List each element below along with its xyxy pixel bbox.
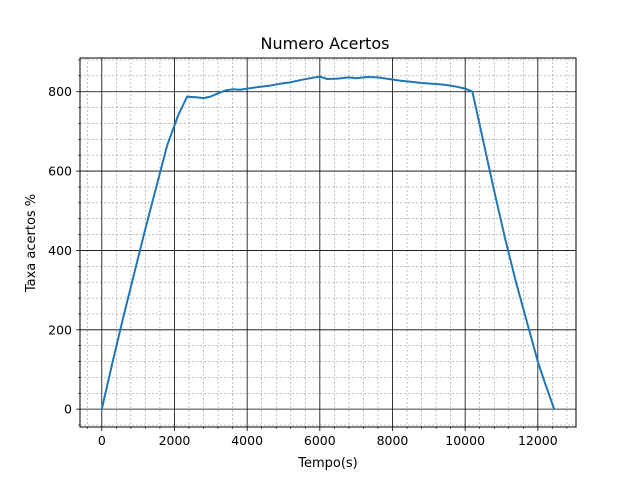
y-tick-label: 600 xyxy=(48,164,72,179)
axes-frame xyxy=(79,57,577,428)
y-tick-label: 800 xyxy=(48,84,72,99)
ticks: 0 2000 4000 6000 8000 10000 12000 0 200 400 600 800 xyxy=(48,59,568,448)
major-grid xyxy=(80,58,576,427)
y-tick-label: 200 xyxy=(48,322,72,337)
x-tick-label: 10000 xyxy=(445,433,485,448)
y-axis-label: Taxa acertos % xyxy=(24,194,39,293)
y-tick-label: 0 xyxy=(64,402,72,417)
series-line-0 xyxy=(100,75,556,411)
x-tick-label: 4000 xyxy=(231,433,263,448)
x-tick-label: 6000 xyxy=(304,433,336,448)
x-tick-label: 2000 xyxy=(159,433,191,448)
minor-grid xyxy=(80,58,576,427)
x-tick-label: 0 xyxy=(98,433,106,448)
y-tick-label: 400 xyxy=(48,243,72,258)
chart-title: Numero Acertos xyxy=(261,34,390,53)
x-tick-label: 8000 xyxy=(377,433,409,448)
x-axis-label: Tempo(s) xyxy=(297,456,358,471)
x-tick-label: 12000 xyxy=(518,433,558,448)
series-layer xyxy=(100,75,556,411)
